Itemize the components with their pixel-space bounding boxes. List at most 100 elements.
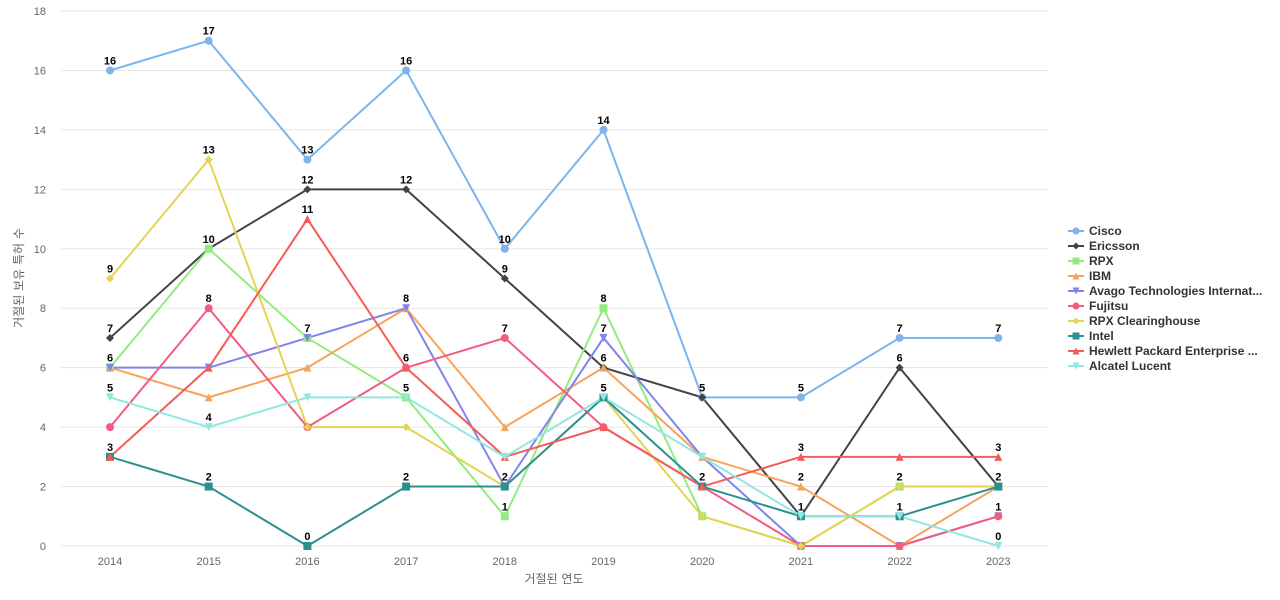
data-point-hewlett-packard-enterprise[interactable] — [204, 363, 213, 372]
legend-item-ibm[interactable]: IBM — [1068, 268, 1278, 283]
data-point-rpx-clearinghouse[interactable] — [106, 274, 114, 283]
data-label: 5 — [600, 382, 606, 394]
y-tick-label: 8 — [40, 303, 46, 315]
data-point-rpx-clearinghouse[interactable] — [698, 512, 707, 521]
data-label: 5 — [699, 382, 705, 394]
data-point-fujitsu[interactable] — [204, 304, 213, 313]
data-point-ibm[interactable] — [303, 363, 312, 372]
data-point-alcatel-lucent[interactable] — [994, 542, 1003, 550]
data-label: 3 — [107, 442, 113, 454]
data-point-ericsson[interactable] — [895, 363, 904, 372]
data-point-avago-technologies-internat[interactable] — [599, 333, 608, 342]
legend-item-ericsson[interactable]: Ericsson — [1068, 238, 1278, 253]
data-point-avago-technologies-internat[interactable] — [402, 304, 411, 313]
data-point-cisco[interactable] — [402, 66, 411, 75]
data-point-intel[interactable] — [402, 482, 411, 491]
data-point-cisco[interactable] — [895, 333, 904, 342]
series-markers — [106, 36, 1003, 550]
data-point-cisco[interactable] — [500, 244, 509, 253]
data-point-rpx[interactable] — [599, 304, 608, 313]
legend-item-rpx-clearinghouse[interactable]: RPX Clearinghouse — [1068, 313, 1278, 328]
data-point-ibm[interactable] — [500, 423, 509, 432]
data-point-alcatel-lucent[interactable] — [895, 512, 904, 521]
data-point-cisco[interactable] — [106, 66, 114, 75]
legend-symbol-diamond-icon — [1068, 317, 1084, 324]
data-point-rpx[interactable] — [500, 512, 509, 521]
data-point-rpx-clearinghouse[interactable] — [402, 423, 411, 432]
data-point-avago-technologies-internat[interactable] — [106, 363, 114, 372]
data-point-ericsson[interactable] — [698, 393, 707, 402]
data-point-hewlett-packard-enterprise[interactable] — [303, 215, 312, 224]
data-point-rpx[interactable] — [204, 244, 213, 253]
data-point-intel[interactable] — [994, 482, 1003, 491]
data-point-intel[interactable] — [204, 482, 213, 491]
legend-item-intel[interactable]: Intel — [1068, 328, 1278, 343]
legend-item-fujitsu[interactable]: Fujitsu — [1068, 298, 1278, 313]
data-label: 2 — [502, 472, 508, 484]
data-point-alcatel-lucent[interactable] — [303, 393, 312, 402]
legend-label: Intel — [1089, 328, 1114, 343]
data-point-alcatel-lucent[interactable] — [698, 452, 707, 461]
data-point-hewlett-packard-enterprise[interactable] — [895, 452, 904, 461]
data-point-cisco[interactable] — [204, 36, 213, 45]
data-label: 13 — [203, 145, 215, 157]
data-label: 7 — [304, 323, 310, 335]
legend-symbol-square-icon — [1068, 332, 1084, 339]
legend-label: IBM — [1089, 268, 1111, 283]
data-point-cisco[interactable] — [796, 393, 805, 402]
data-label: 10 — [203, 234, 215, 246]
data-point-intel[interactable] — [500, 482, 509, 491]
legend-item-avago-technologies-internat[interactable]: Avago Technologies Internat... — [1068, 283, 1278, 298]
series-line-cisco — [109, 39, 1000, 399]
data-label: 8 — [206, 293, 212, 305]
data-point-ericsson[interactable] — [500, 274, 509, 283]
legend-label: Cisco — [1089, 223, 1122, 238]
data-point-hewlett-packard-enterprise[interactable] — [796, 452, 805, 461]
data-point-ibm[interactable] — [204, 393, 213, 402]
data-point-cisco[interactable] — [599, 125, 608, 134]
data-point-rpx-clearinghouse[interactable] — [895, 482, 904, 491]
legend-symbol-circle-icon — [1068, 227, 1084, 234]
data-point-alcatel-lucent[interactable] — [599, 393, 608, 402]
x-tick-label: 2017 — [394, 556, 418, 568]
y-tick-label: 12 — [34, 184, 46, 196]
data-point-avago-technologies-internat[interactable] — [303, 333, 312, 342]
data-point-alcatel-lucent[interactable] — [106, 393, 114, 402]
data-point-ibm[interactable] — [599, 363, 608, 372]
legend-item-rpx[interactable]: RPX — [1068, 253, 1278, 268]
legend-symbol-triangle-icon — [1068, 347, 1084, 354]
data-point-hewlett-packard-enterprise[interactable] — [106, 452, 114, 461]
data-point-alcatel-lucent[interactable] — [796, 512, 805, 521]
data-point-cisco[interactable] — [994, 333, 1003, 342]
data-point-fujitsu[interactable] — [106, 423, 114, 432]
data-point-hewlett-packard-enterprise[interactable] — [599, 423, 608, 432]
data-point-alcatel-lucent[interactable] — [500, 452, 509, 461]
data-label: 1 — [798, 501, 804, 513]
data-point-ericsson[interactable] — [303, 185, 312, 194]
legend-label: RPX — [1089, 253, 1114, 268]
data-point-hewlett-packard-enterprise[interactable] — [698, 482, 707, 491]
data-label: 6 — [107, 353, 113, 365]
legend-item-hewlett-packard-enterprise[interactable]: Hewlett Packard Enterprise ... — [1068, 343, 1278, 358]
legend-label: RPX Clearinghouse — [1089, 313, 1201, 328]
legend-item-cisco[interactable]: Cisco — [1068, 223, 1278, 238]
data-point-intel[interactable] — [303, 542, 312, 550]
data-point-ibm[interactable] — [796, 482, 805, 491]
data-point-ericsson[interactable] — [106, 333, 114, 342]
data-point-hewlett-packard-enterprise[interactable] — [994, 452, 1003, 461]
data-label: 7 — [995, 323, 1001, 335]
data-point-fujitsu[interactable] — [500, 333, 509, 342]
data-point-rpx-clearinghouse[interactable] — [796, 542, 805, 550]
data-point-fujitsu[interactable] — [895, 542, 904, 550]
y-tick-label: 16 — [34, 65, 46, 77]
data-point-ericsson[interactable] — [402, 185, 411, 194]
data-point-alcatel-lucent[interactable] — [204, 423, 213, 432]
data-point-rpx-clearinghouse[interactable] — [303, 423, 312, 432]
data-point-alcatel-lucent[interactable] — [402, 393, 411, 402]
data-point-cisco[interactable] — [303, 155, 312, 164]
data-point-fujitsu[interactable] — [994, 512, 1003, 521]
legend-item-alcatel-lucent[interactable]: Alcatel Lucent — [1068, 358, 1278, 373]
data-point-rpx-clearinghouse[interactable] — [204, 155, 213, 164]
data-point-hewlett-packard-enterprise[interactable] — [402, 363, 411, 372]
